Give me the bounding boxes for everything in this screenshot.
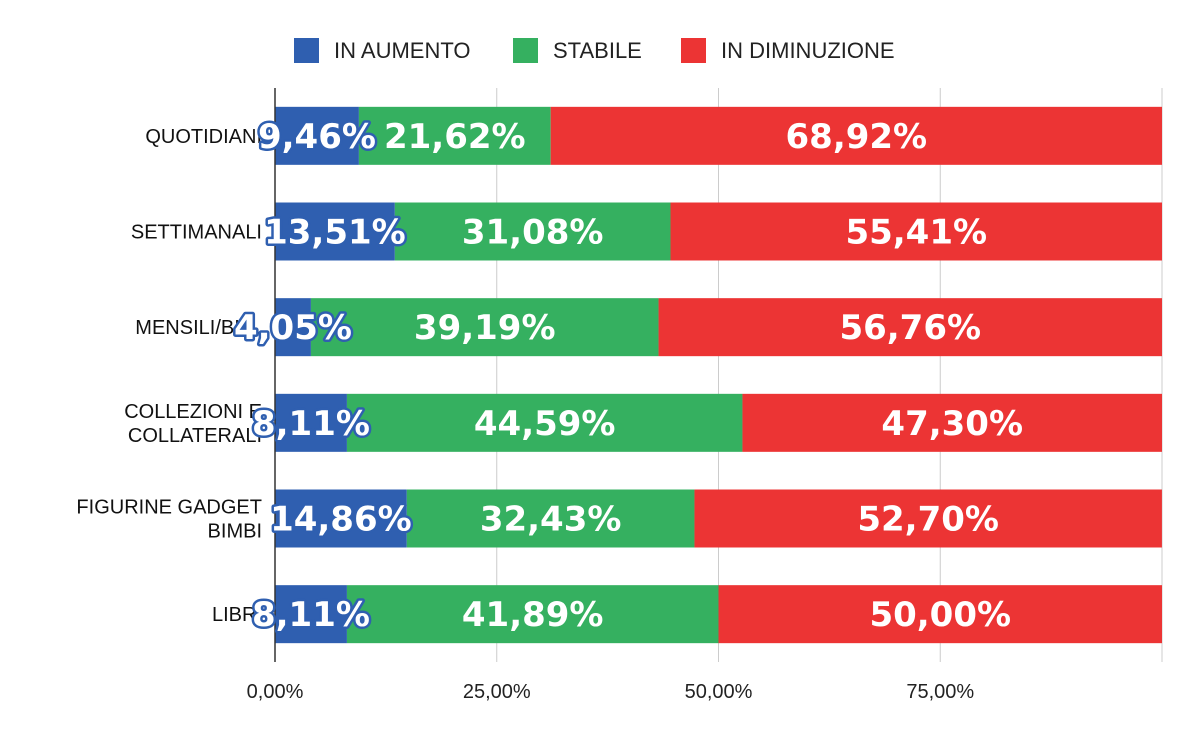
data-labels: 9,46% 21,62% 68,92% 13,51% 31,08% 55,41% 4,05%… xyxy=(231,114,1023,637)
bar-stabile-collezioni-e-collaterali xyxy=(346,393,743,452)
bar-in-aumento-mensili-bim xyxy=(275,298,311,357)
bar-stabile-settimanali xyxy=(394,202,671,261)
x-tick-label: 75,00% xyxy=(906,681,974,703)
bar-in-diminuzione-settimanali xyxy=(670,202,1162,261)
category-label: MENSILI/BIM. xyxy=(135,317,262,339)
bar-in-aumento-settimanali xyxy=(275,202,395,261)
bars xyxy=(275,106,1162,644)
bar-in-diminuzione-figurine-gadget-bimbi xyxy=(694,489,1162,548)
data-label-in-aumento-collezioni-e-collaterali: 8,11% xyxy=(252,404,370,444)
data-label-in-aumento-mensili-bim: 4,05% xyxy=(234,308,352,348)
bar-in-diminuzione-libri xyxy=(718,585,1162,644)
legend-swatch-stabile xyxy=(513,38,538,63)
x-tick-label: 50,00% xyxy=(685,681,753,703)
category-label: FIGURINE GADGET xyxy=(76,497,262,519)
data-label-in-aumento-settimanali: 13,51% xyxy=(264,213,406,253)
data-label-in-diminuzione-mensili-bim: 56,76% xyxy=(839,308,981,348)
data-label-in-diminuzione-settimanali: 55,41% xyxy=(845,213,987,253)
axis: QUOTIDIANI SETTIMANALI MENSILI/BIM. COLLEZI… xyxy=(76,88,974,703)
category-label: QUOTIDIANI xyxy=(145,126,262,148)
bar-in-aumento-quotidiani xyxy=(275,106,359,165)
x-tick-label: 25,00% xyxy=(463,681,531,703)
data-label-stabile-collezioni-e-collaterali: 44,59% xyxy=(474,404,616,444)
data-label-stabile-libri: 41,89% xyxy=(462,595,604,635)
legend-label-stabile: STABILE xyxy=(553,38,642,63)
bar-in-diminuzione-collezioni-e-collaterali xyxy=(742,393,1162,452)
data-label-in-diminuzione-quotidiani: 68,92% xyxy=(786,117,928,157)
data-label-stabile-quotidiani: 21,62% xyxy=(384,117,526,157)
legend-label-in-aumento: IN AUMENTO xyxy=(334,38,471,63)
data-label-stabile-mensili-bim: 39,19% xyxy=(414,308,556,348)
data-label-stabile-settimanali: 31,08% xyxy=(462,213,604,253)
legend-swatch-in-aumento xyxy=(294,38,319,63)
category-label: COLLEZIONI E xyxy=(124,401,262,423)
bar-in-aumento-libri xyxy=(275,585,347,644)
bar-in-diminuzione-mensili-bim xyxy=(658,298,1162,357)
bar-stabile-quotidiani xyxy=(358,106,551,165)
data-label-in-aumento-quotidiani: 9,46% xyxy=(258,117,376,157)
bar-stabile-mensili-bim xyxy=(310,298,659,357)
bar-in-aumento-collezioni-e-collaterali xyxy=(275,393,347,452)
bar-stabile-figurine-gadget-bimbi xyxy=(406,489,695,548)
data-label-in-aumento-figurine-gadget-bimbi: 14,86% xyxy=(270,500,412,540)
bar-in-aumento-figurine-gadget-bimbi xyxy=(275,489,407,548)
legend-label-in-diminuzione: IN DIMINUZIONE xyxy=(721,38,895,63)
grid xyxy=(496,88,1163,662)
category-label: COLLATERALI xyxy=(128,425,262,447)
legend: IN AUMENTO STABILE IN DIMINUZIONE xyxy=(294,38,895,63)
bar-in-diminuzione-quotidiani xyxy=(550,106,1162,165)
category-label: SETTIMANALI xyxy=(131,222,262,244)
data-label-stabile-figurine-gadget-bimbi: 32,43% xyxy=(480,500,622,540)
data-label-in-aumento-libri: 8,11% xyxy=(252,595,370,635)
x-tick-label: 0,00% xyxy=(247,681,304,703)
data-label-in-diminuzione-libri: 50,00% xyxy=(869,595,1011,635)
bar-stabile-libri xyxy=(346,585,719,644)
category-label: LIBRI xyxy=(212,604,262,626)
data-label-in-diminuzione-collezioni-e-collaterali: 47,30% xyxy=(881,404,1023,444)
legend-swatch-in-diminuzione xyxy=(681,38,706,63)
data-label-in-diminuzione-figurine-gadget-bimbi: 52,70% xyxy=(857,500,999,540)
category-label: BIMBI xyxy=(208,521,262,543)
